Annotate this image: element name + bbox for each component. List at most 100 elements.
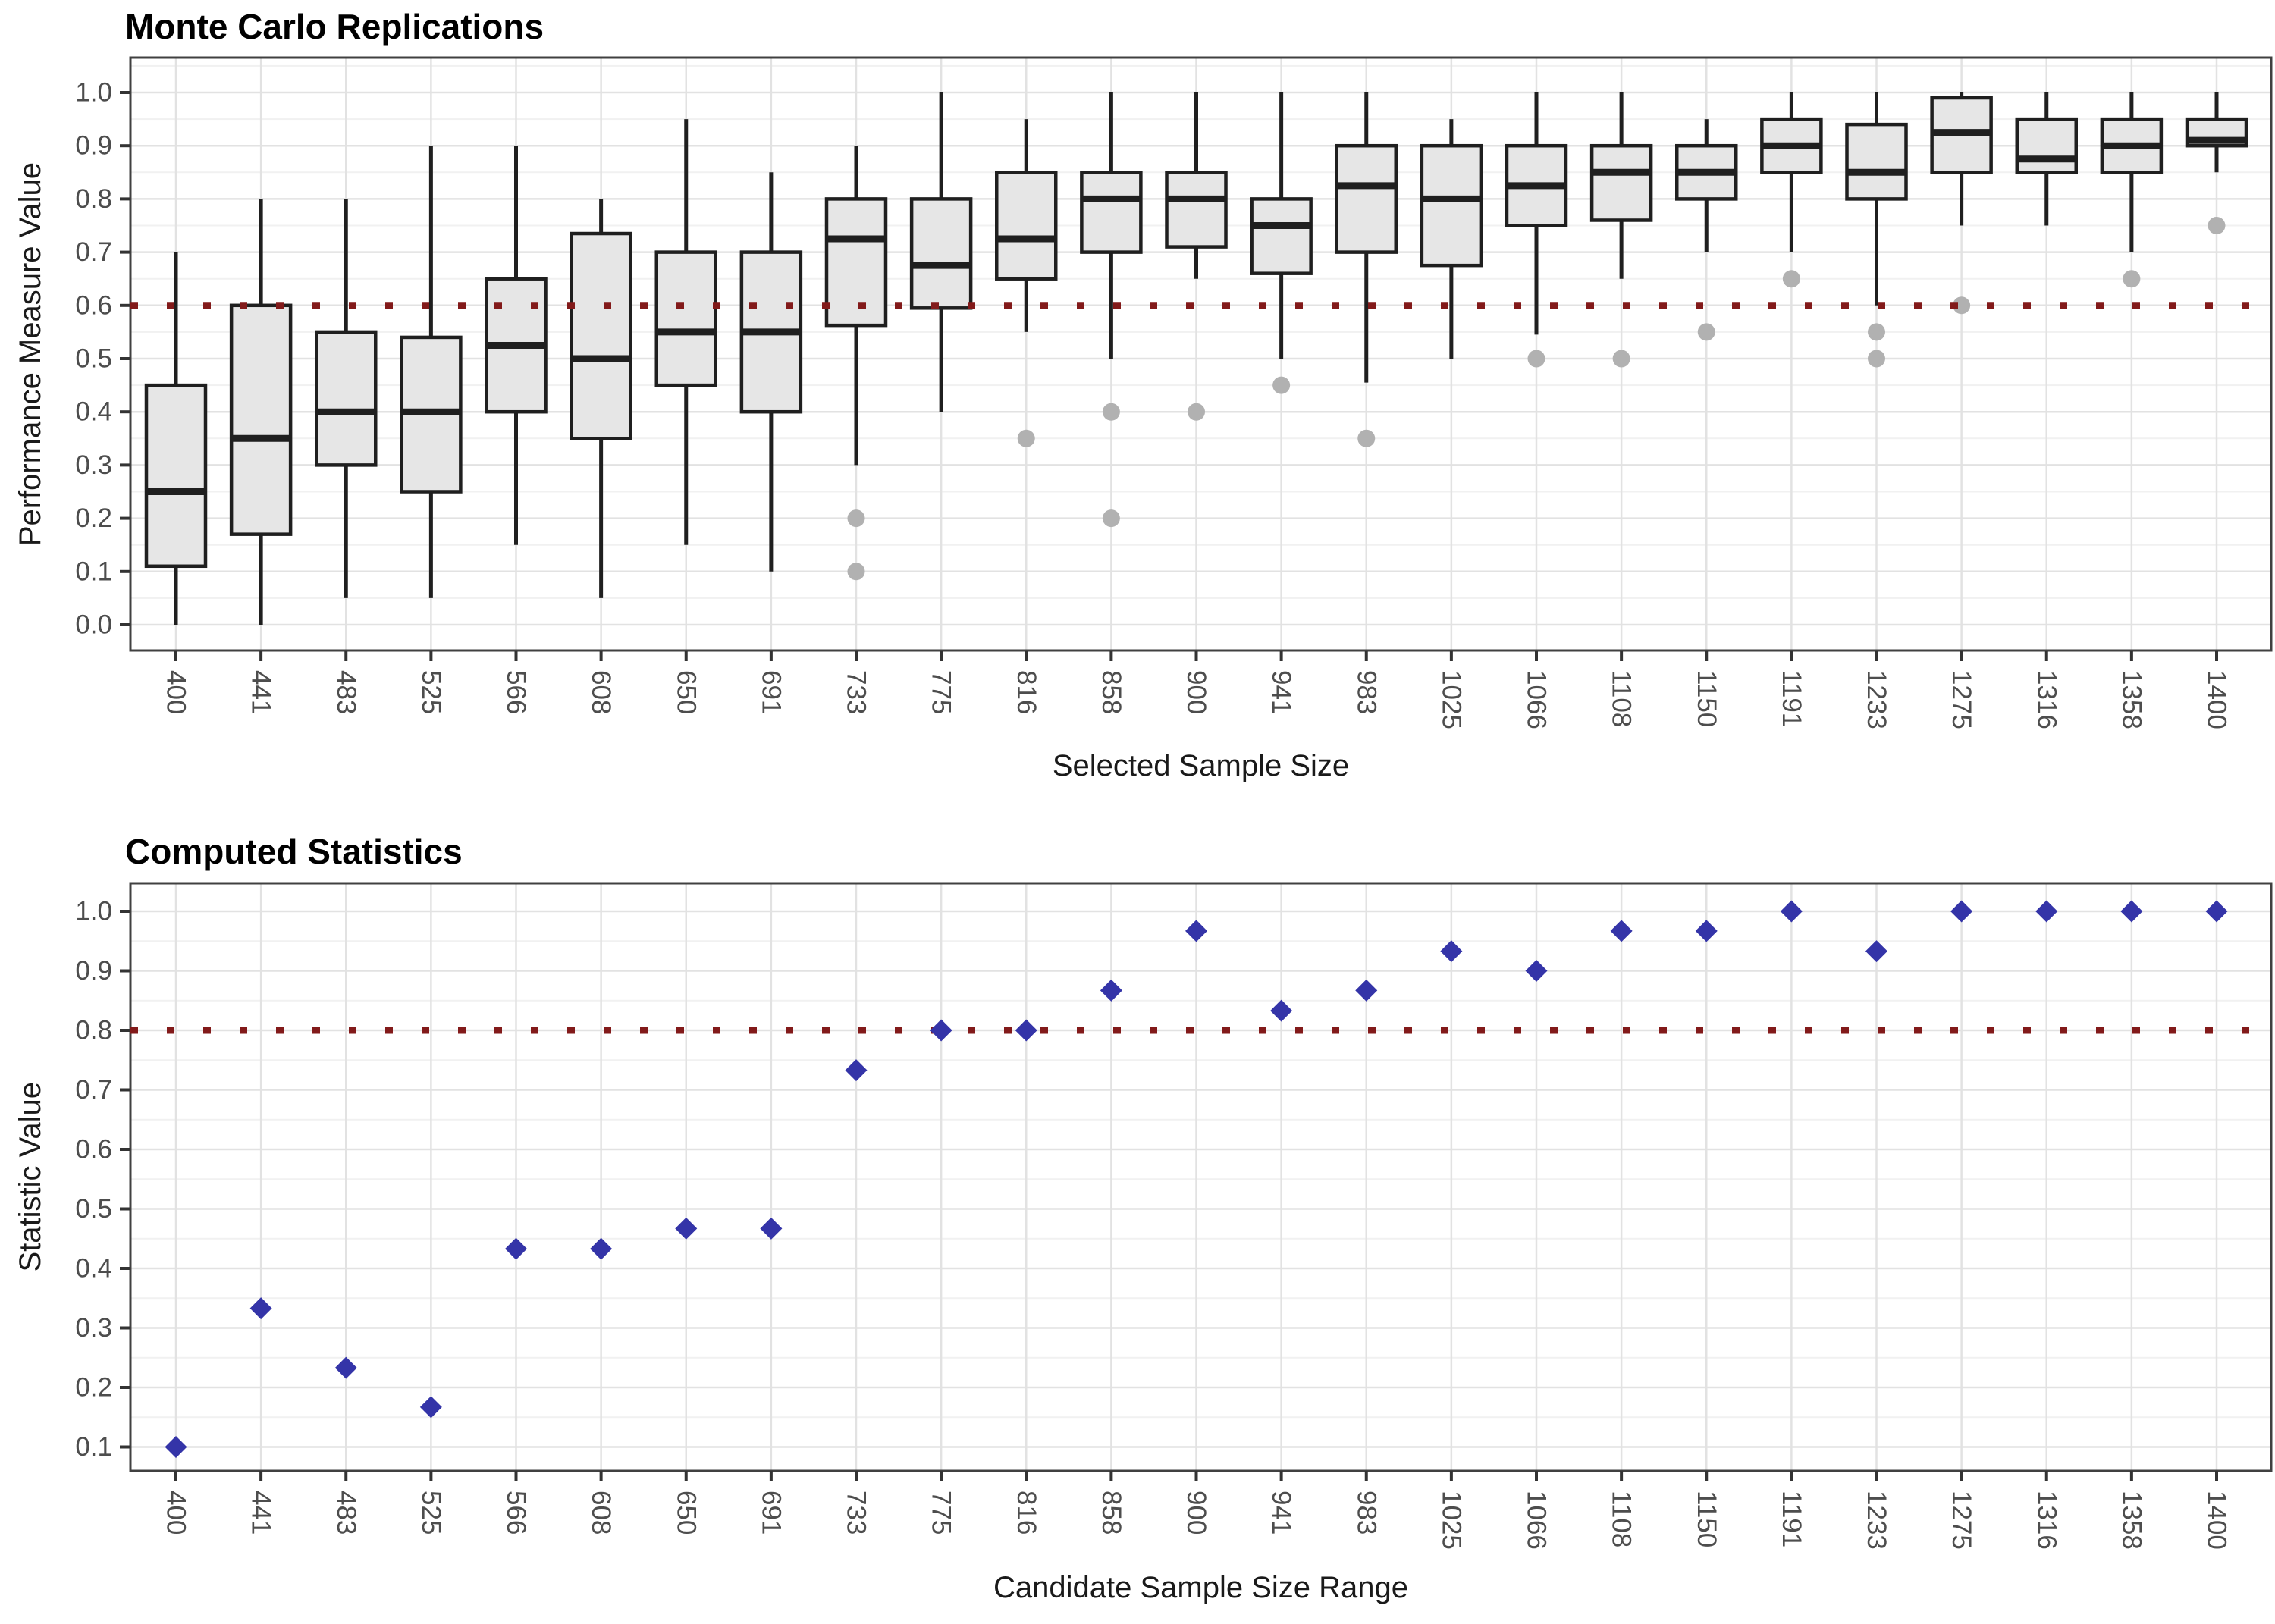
box-iqr <box>1080 171 1143 254</box>
diamond-point <box>760 1217 783 1240</box>
bottom-chart-axis-ticks <box>120 910 2218 1481</box>
bottom-chart-x-tick-label: 441 <box>246 1491 276 1535</box>
boxplot-group <box>144 92 2248 625</box>
outlier-point <box>2123 270 2141 288</box>
bottom-chart-title: Computed Statistics <box>125 832 463 871</box>
bottom-chart-panel-border <box>129 882 2273 1472</box>
box-iqr <box>824 197 888 328</box>
diamond-point <box>1015 1019 1037 1042</box>
outlier-point <box>1868 323 1885 341</box>
top-chart-x-tick-label: 1191 <box>1777 670 1806 727</box>
top-chart-x-tick-label: 483 <box>331 670 361 714</box>
bottom-chart-x-tick-label: 941 <box>1266 1491 1296 1535</box>
bottom-chart-x-tick-label: 775 <box>927 1491 956 1535</box>
bottom-chart-x-tick-label: 733 <box>842 1491 871 1535</box>
top-chart-x-tick-label: 525 <box>416 670 446 714</box>
box-iqr <box>144 383 208 569</box>
box-iqr <box>2015 117 2078 174</box>
top-chart-x-tick-label: 566 <box>501 670 531 714</box>
top-chart-x-tick-label: 816 <box>1012 670 1041 714</box>
box-iqr <box>1165 171 1228 249</box>
bottom-chart-x-tick-label: 900 <box>1181 1491 1211 1535</box>
diamond-point <box>845 1059 868 1082</box>
diamond-point <box>2205 900 2228 923</box>
top-chart-x-tick-label: 1358 <box>2117 670 2146 729</box>
bottom-chart-grid <box>130 883 2271 1471</box>
bottom-chart-x-tick-label: 608 <box>586 1491 616 1535</box>
outlier-point <box>1782 270 1800 288</box>
bottom-chart-x-tick-label: 566 <box>501 1491 531 1535</box>
top-chart-title: Monte Carlo Replications <box>125 7 544 46</box>
diamond-point <box>1185 920 1207 942</box>
bottom-chart-x-tick-label: 1233 <box>1862 1491 1891 1550</box>
outlier-point <box>847 509 865 528</box>
top-chart-x-tick-label: 1400 <box>2202 670 2232 729</box>
bottom-chart-x-tick-label: 400 <box>162 1491 191 1535</box>
computed-statistics-scatter-panel: 0.1 0.2 0.3 0.4 0.5 0.6 0.7 0.8 0.9 1.0 400 441 483 5… <box>75 882 2273 1550</box>
bottom-chart-x-tick-label: 1275 <box>1947 1491 1976 1550</box>
top-chart-x-tick-label: 400 <box>162 670 191 714</box>
bottom-chart-x-tick-label: 1150 <box>1692 1491 1721 1547</box>
bottom-chart-x-tick-label: 1108 <box>1607 1491 1636 1547</box>
box-iqr <box>315 330 378 467</box>
outlier-point <box>1102 403 1120 421</box>
top-chart-x-tick-label: 1066 <box>1522 670 1552 729</box>
top-chart-y-tick-label: 0.7 <box>75 237 112 267</box>
top-chart-x-tick-label: 983 <box>1351 670 1381 714</box>
bottom-chart-axis-tick-labels: 0.1 0.2 0.3 0.4 0.5 0.6 0.7 0.8 0.9 1.0 400 441 483 5… <box>75 897 2231 1550</box>
bottom-chart-y-tick-label: 0.6 <box>75 1135 112 1165</box>
outlier-point <box>1272 376 1291 394</box>
diamond-point <box>1695 920 1718 942</box>
top-chart-x-axis-title: Selected Sample Size <box>1052 749 1350 782</box>
bottom-chart-y-tick-label: 0.7 <box>75 1075 112 1105</box>
top-chart-x-tick-label: 858 <box>1097 670 1126 714</box>
bottom-chart-x-tick-label: 650 <box>671 1491 701 1535</box>
diamond-point <box>505 1237 527 1260</box>
box-iqr <box>1420 143 1483 268</box>
diamond-point <box>1355 979 1378 1002</box>
top-chart-y-tick-label: 0.9 <box>75 131 112 161</box>
bottom-chart-y-tick-label: 0.8 <box>75 1016 112 1046</box>
diamond-point <box>2035 900 2058 923</box>
bottom-chart-x-tick-label: 858 <box>1097 1491 1126 1535</box>
outlier-point <box>1102 509 1120 528</box>
top-chart-x-tick-label: 1275 <box>1947 670 1976 729</box>
diamond-point <box>1780 900 1803 923</box>
outlier-point <box>1188 403 1205 421</box>
diamond-point <box>1440 940 1463 963</box>
bottom-chart-y-tick-label: 1.0 <box>75 897 112 926</box>
monte-carlo-boxplot-panel: 0.0 0.1 0.2 0.3 0.4 0.5 0.6 0.7 0.8 0.9 1.0 400 441 4… <box>75 56 2273 729</box>
bottom-chart-x-tick-label: 983 <box>1351 1491 1381 1535</box>
bottom-chart-y-tick-label: 0.4 <box>75 1254 112 1284</box>
bottom-chart-x-tick-label: 1191 <box>1777 1491 1806 1547</box>
diamond-point <box>1866 940 1887 963</box>
top-chart-axis-tick-labels: 0.0 0.1 0.2 0.3 0.4 0.5 0.6 0.7 0.8 0.9 1.0 400 441 4… <box>75 78 2231 729</box>
outlier-point <box>847 563 865 581</box>
top-chart-x-tick-label: 1108 <box>1607 670 1636 727</box>
diamond-point <box>1525 960 1548 982</box>
bottom-chart-x-tick-label: 1316 <box>2032 1491 2061 1550</box>
top-chart-x-tick-label: 1233 <box>1862 670 1891 729</box>
diamond-point <box>1100 979 1122 1002</box>
bottom-chart-y-tick-label: 0.3 <box>75 1313 112 1343</box>
top-chart-y-tick-label: 0.8 <box>75 184 112 214</box>
bottom-chart-y-tick-label: 0.2 <box>75 1373 112 1403</box>
box-iqr <box>229 303 293 536</box>
diamond-point <box>930 1019 952 1042</box>
box-iqr <box>1589 143 1653 222</box>
diamond-point <box>2120 900 2143 923</box>
outlier-point <box>1357 429 1376 447</box>
top-chart-x-tick-label: 441 <box>246 670 276 714</box>
box-iqr <box>1250 197 1313 275</box>
box-iqr <box>1335 143 1398 254</box>
top-chart-x-tick-label: 1025 <box>1436 670 1466 729</box>
diamond-point <box>1270 999 1293 1022</box>
top-chart-x-tick-label: 941 <box>1266 670 1296 714</box>
box-iqr <box>570 231 632 440</box>
box-iqr <box>909 197 973 310</box>
outlier-point <box>1953 296 1971 315</box>
top-chart-y-tick-label: 1.0 <box>75 78 112 108</box>
top-chart-x-tick-label: 691 <box>756 670 786 714</box>
box-iqr <box>995 171 1058 281</box>
